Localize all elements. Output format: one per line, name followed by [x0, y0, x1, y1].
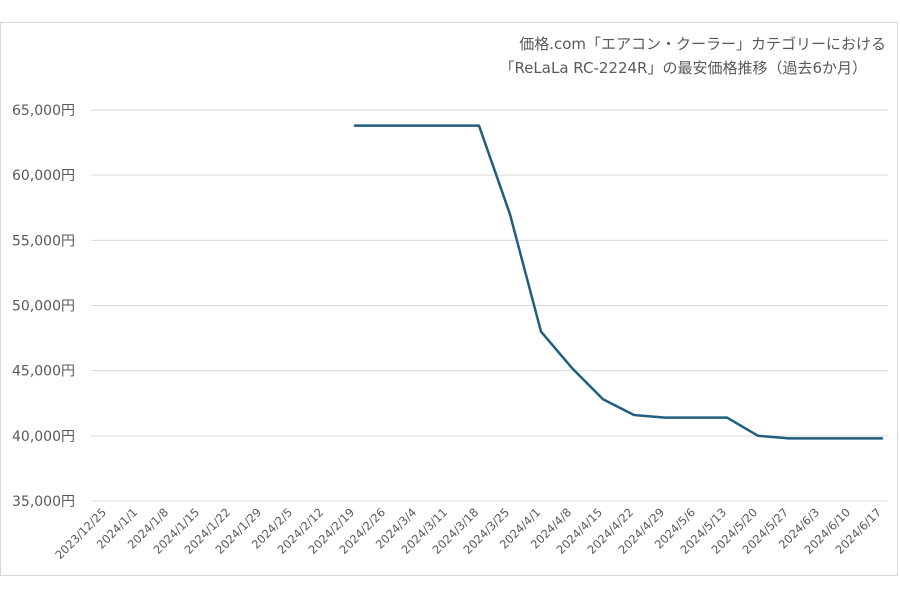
chart-title-line-2: 「ReLaLa RC-2224R」の最安価格推移（過去6か月） [499, 59, 867, 77]
y-tick-label: 60,000円 [12, 168, 75, 184]
series-layer [353, 124, 884, 440]
y-tick-label: 45,000円 [12, 364, 75, 380]
chart-frame: 価格.com「エアコン・クーラー」カテゴリーにおける 「ReLaLa RC-22… [0, 22, 898, 576]
y-axis-ticks: 35,000円 40,000円 45,000円 50,000円 55,000円 60,00… [12, 103, 75, 510]
y-tick-label: 65,000円 [12, 103, 75, 119]
gridlines [91, 109, 888, 502]
y-tick-label: 50,000円 [12, 299, 75, 315]
x-axis-ticks: 2023/12/252024/1/12024/1/82024/1/152024/… [52, 505, 884, 562]
chart-title-line-1: 価格.com「エアコン・クーラー」カテゴリーにおける [519, 35, 886, 53]
y-tick-label: 40,000円 [12, 429, 75, 445]
price-chart: 価格.com「エアコン・クーラー」カテゴリーにおける 「ReLaLa RC-22… [12, 35, 888, 562]
price-series-line [353, 124, 884, 440]
y-tick-label: 55,000円 [12, 233, 75, 249]
y-tick-label: 35,000円 [12, 494, 75, 510]
